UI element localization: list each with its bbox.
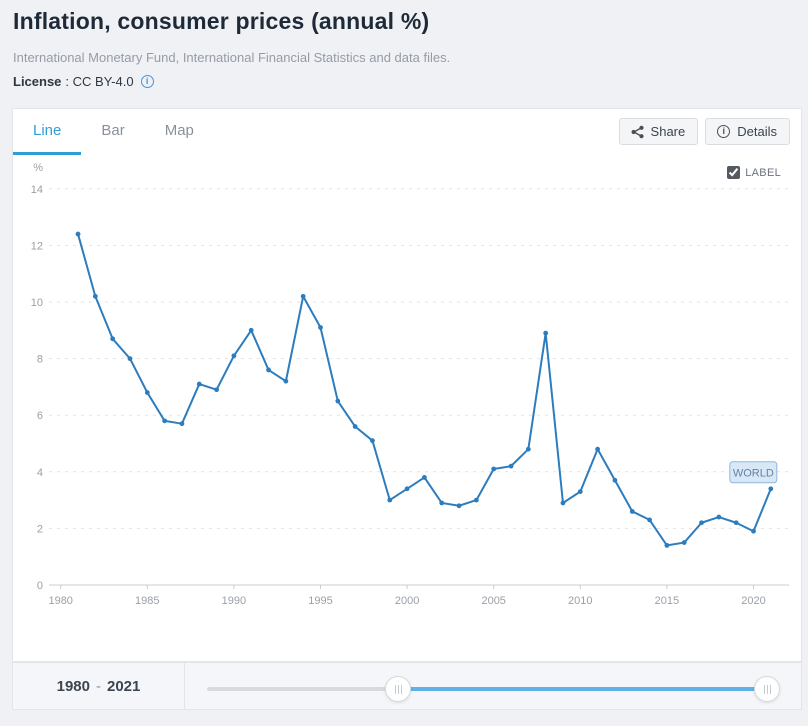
- info-icon: i: [717, 125, 731, 138]
- share-button-label: Share: [650, 124, 686, 139]
- series-label-box: [729, 461, 778, 484]
- svg-text:8: 8: [37, 354, 43, 366]
- details-button[interactable]: i Details: [705, 118, 790, 145]
- svg-text:10: 10: [31, 297, 43, 309]
- toolbar: Share i Details: [618, 118, 790, 145]
- header: Inflation, consumer prices (annual %) In…: [0, 0, 808, 89]
- slider-selected-range[interactable]: [398, 687, 769, 691]
- chart-area: 0 2 4 6 8 10 12 14% 1980 1985 1990 1995 2000 2005 2010…: [13, 155, 801, 663]
- svg-text:2005: 2005: [481, 595, 505, 607]
- svg-text:4: 4: [37, 467, 43, 479]
- svg-text:2015: 2015: [655, 595, 679, 607]
- share-button[interactable]: Share: [618, 118, 699, 145]
- svg-text:6: 6: [37, 410, 43, 422]
- grip-handle-icon: [394, 684, 396, 694]
- grip-handle-icon: [763, 684, 765, 694]
- source-text: International Monetary Fund, Internation…: [13, 50, 451, 65]
- license-value: : CC BY-4.0: [65, 74, 134, 89]
- svg-text:2020: 2020: [741, 595, 765, 607]
- details-button-label: Details: [737, 124, 777, 139]
- share-icon: [631, 125, 644, 138]
- svg-text:2000: 2000: [395, 595, 419, 607]
- time-slider: [185, 663, 801, 709]
- license-label: License: [13, 74, 62, 89]
- tab-bar-chart[interactable]: Bar: [101, 122, 125, 139]
- svg-text:2: 2: [37, 523, 43, 535]
- slider-handle-left[interactable]: [385, 676, 411, 702]
- line-chart-svg: 0 2 4 6 8 10 12 14% 1980 1985 1990 1995 2000 2005 2010…: [31, 162, 789, 607]
- slider-handle-right[interactable]: [754, 676, 780, 702]
- svg-text:1990: 1990: [222, 595, 246, 607]
- tab-map[interactable]: Map: [164, 122, 194, 139]
- svg-text:1995: 1995: [308, 595, 332, 607]
- chart-card: Line Bar Map Share i Details: [12, 108, 802, 662]
- range-end: 2021: [107, 677, 141, 695]
- info-icon[interactable]: i: [140, 75, 154, 88]
- svg-text:14: 14: [31, 184, 43, 196]
- series-label-text: WORLD: [733, 467, 774, 479]
- time-slider-row: 1980 - 2021: [12, 662, 802, 710]
- range-label: 1980 - 2021: [13, 663, 185, 709]
- svg-text:12: 12: [31, 240, 43, 252]
- label-checkbox[interactable]: [727, 166, 741, 179]
- svg-text:1985: 1985: [135, 595, 159, 607]
- label-toggle[interactable]: LABEL: [727, 166, 781, 179]
- license-row: License : CC BY-4.0 i: [13, 74, 794, 89]
- svg-text:2010: 2010: [568, 595, 592, 607]
- svg-text:1980: 1980: [48, 595, 72, 607]
- page-title: Inflation, consumer prices (annual %): [13, 8, 430, 34]
- label-toggle-text: LABEL: [745, 166, 781, 179]
- tab-bar: Line Bar Map Share i Details: [13, 109, 801, 155]
- svg-text:0: 0: [37, 580, 43, 592]
- range-start: 1980: [56, 677, 90, 695]
- range-separator: -: [96, 677, 101, 695]
- tab-line[interactable]: Line: [13, 109, 82, 155]
- svg-text:%: %: [33, 162, 43, 174]
